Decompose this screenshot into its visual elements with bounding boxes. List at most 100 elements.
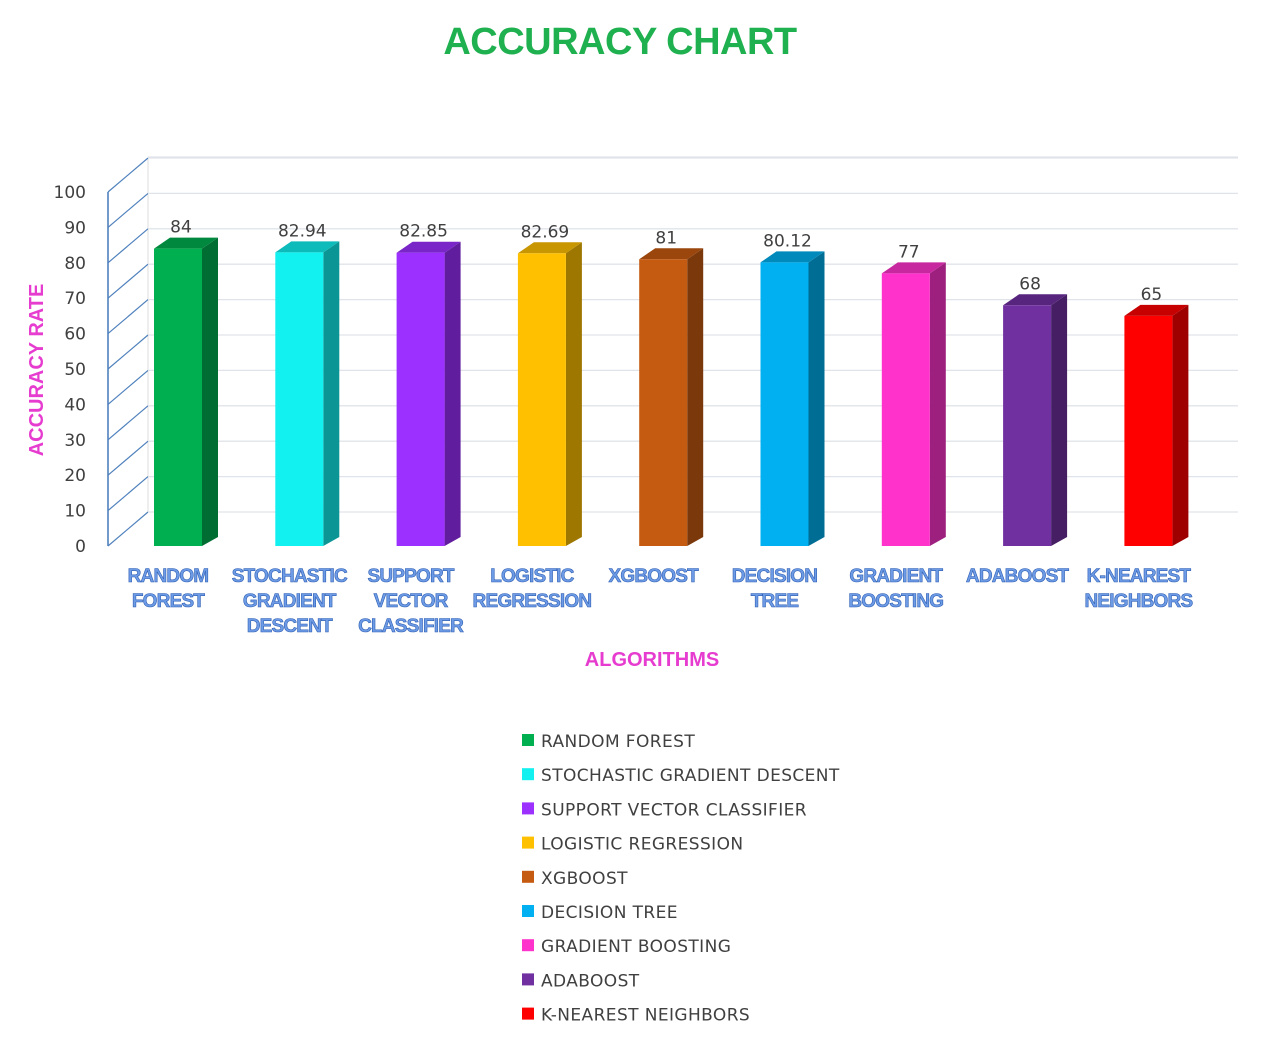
legend-label: ADABOOST [541, 971, 640, 991]
x-category-label: K-NEAREST NEIGHBORS [1084, 566, 1192, 612]
data-label: 80.12 [763, 231, 812, 251]
gridline-diagonal [107, 440, 149, 476]
gridline-diagonal [107, 157, 149, 193]
legend-label: GRADIENT BOOSTING [541, 937, 731, 957]
legend-swatch [522, 734, 534, 746]
bar [154, 237, 218, 546]
bar-side [202, 237, 218, 546]
gridline-diagonal [107, 299, 149, 335]
gridline-diagonal [107, 334, 149, 370]
bar-side [1172, 304, 1189, 546]
legend-entry: SUPPORT VECTOR CLASSIFIER [522, 800, 807, 820]
data-label: 82.85 [399, 222, 448, 242]
gridline-diagonal [107, 263, 149, 299]
y-tick-label: 100 [54, 183, 86, 203]
bar-side [1051, 294, 1068, 546]
bar-front [639, 259, 688, 546]
bar-side [323, 241, 340, 546]
legend-entry: LOGISTIC REGRESSION [522, 835, 743, 855]
gridline-diagonal [107, 369, 149, 405]
chart-title: ACCURACY CHART [443, 21, 797, 63]
legend-swatch [522, 836, 534, 849]
bar-top [881, 262, 946, 274]
x-axis-title: ALGORITHMS [585, 649, 719, 671]
gridline-diagonal [107, 192, 149, 228]
y-axis-ticks: 0 10 20 30 40 50 60 70 80 90 100 [54, 183, 86, 557]
bar-front [154, 248, 202, 546]
y-tick-label: 60 [64, 325, 86, 345]
gridline-diagonal [107, 405, 149, 441]
data-label: 65 [1141, 285, 1163, 305]
y-tick-label: 0 [75, 537, 86, 557]
x-category-label: STOCHASTIC GRADIENT DESCENT [232, 566, 348, 637]
bar-top [396, 241, 461, 253]
legend-label: RANDOM FOREST [541, 732, 695, 752]
bar-front [275, 252, 324, 546]
bar-top [760, 251, 825, 263]
bar-side [929, 262, 946, 546]
legend-label: LOGISTIC REGRESSION [541, 835, 743, 855]
bar-side [687, 248, 704, 546]
bar [1003, 294, 1068, 546]
x-category-label: SUPPORT VECTOR CLASSIFIER [358, 566, 464, 637]
bar-side [444, 241, 461, 546]
bar [1124, 304, 1189, 546]
data-label: 82.69 [521, 222, 570, 242]
bar-top [517, 242, 582, 254]
legend-entry: XGBOOST [522, 869, 628, 889]
legend-swatch [522, 939, 534, 952]
legend-swatch [522, 870, 534, 883]
data-label: 77 [898, 242, 920, 262]
legend-entry: DECISION TREE [522, 903, 678, 923]
bar-front [517, 253, 566, 546]
legend-entry: GRADIENT BOOSTING [522, 937, 731, 957]
legend-label: STOCHASTIC GRADIENT DESCENT [541, 766, 840, 786]
bar-front [760, 262, 809, 546]
bar [639, 248, 704, 546]
legend-entry: K-NEAREST NEIGHBORS [522, 1006, 750, 1026]
y-tick-label: 10 [64, 502, 86, 522]
legend-label: SUPPORT VECTOR CLASSIFIER [541, 800, 807, 820]
legend-swatch [522, 768, 534, 781]
x-category-label: DECISION TREE [732, 566, 818, 612]
y-tick-label: 20 [64, 466, 86, 486]
y-tick-label: 80 [64, 254, 86, 274]
data-labels: 84 82.94 82.85 82.69 81 80.12 77 68 65 [170, 218, 1162, 305]
x-category-label: LOGISTIC REGRESSION [473, 566, 592, 612]
bar [881, 262, 946, 546]
bar [517, 242, 582, 546]
bar [396, 241, 461, 546]
x-category-label: ADABOOST [966, 566, 1070, 587]
bar-top [154, 237, 218, 249]
legend-swatch [522, 973, 534, 986]
bar-front [1124, 315, 1173, 546]
bar-top [639, 248, 704, 260]
legend-swatch [522, 1007, 534, 1020]
y-tick-label: 70 [64, 289, 86, 309]
legend-entry: ADABOOST [522, 971, 640, 991]
x-axis-categories: RANDOM FOREST STOCHASTIC GRADIENT DESCENTSUP… [127, 566, 1193, 638]
data-label: 68 [1019, 274, 1041, 294]
legend-label: DECISION TREE [541, 903, 678, 923]
bar-top [1124, 304, 1189, 316]
bar-side [565, 242, 582, 546]
legend-entry: RANDOM FOREST [522, 732, 695, 752]
legend-swatch [522, 802, 534, 815]
bar [760, 251, 825, 547]
legend-label: XGBOOST [541, 869, 628, 889]
bar [275, 241, 340, 546]
x-category-label: RANDOM FOREST [128, 566, 209, 612]
gridline-diagonal [107, 511, 149, 547]
bar-front [881, 273, 930, 546]
y-tick-label: 40 [64, 395, 86, 415]
legend-label: K-NEAREST NEIGHBORS [541, 1006, 750, 1026]
y-tick-label: 30 [64, 431, 86, 451]
data-label: 81 [655, 228, 677, 248]
bar-side [808, 251, 825, 547]
x-category-label: XGBOOST [608, 566, 699, 587]
y-tick-label: 50 [64, 360, 86, 380]
legend: RANDOM FOREST STOCHASTIC GRADIENT DESCENT… [522, 732, 840, 1026]
y-tick-label: 90 [64, 218, 86, 238]
x-category-label: GRADIENT BOOSTING [848, 566, 943, 612]
